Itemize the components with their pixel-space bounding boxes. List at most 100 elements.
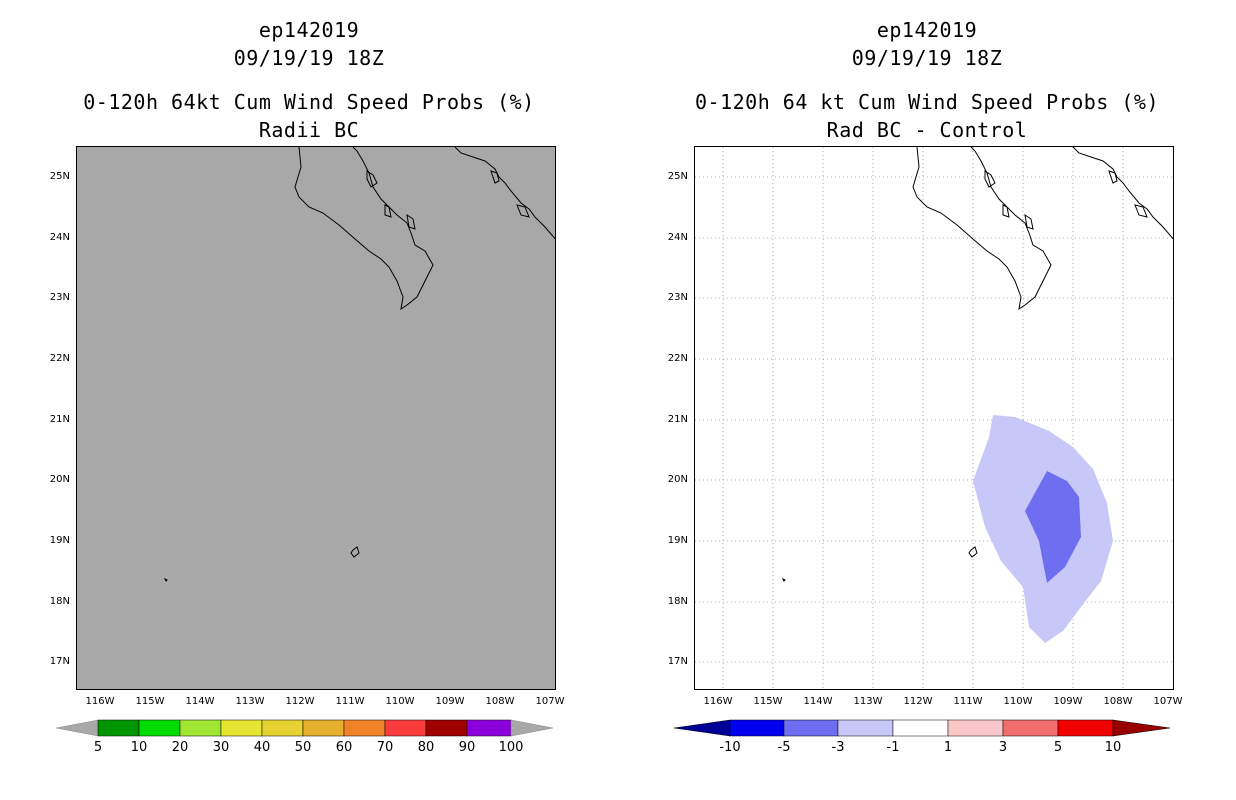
lat-label: 23N [667,292,688,303]
datetime-title: 09/19/19 18Z [233,46,385,70]
colorbar-label: 50 [294,740,312,755]
left-panel: ep142019 09/19/19 18Z 0-120h 64kt Cum Wi… [49,18,565,755]
lon-label: 114W [185,696,215,707]
grid-lines [695,147,1173,689]
lon-label: 108W [485,696,515,707]
clarion-island [781,577,786,582]
colorbar-swatch [425,719,468,737]
colorbar-label: 60 [335,740,353,755]
lat-label: 19N [667,535,688,546]
lat-label: 25N [667,171,688,182]
product-title: 0-120h 64 kt Cum Wind Speed Probs (%) [694,90,1160,114]
right-panel: ep142019 09/19/19 18Z 0-120h 64 kt Cum W… [618,0,1236,800]
lat-label: 20N [667,474,688,485]
lat-label: 20N [49,474,70,485]
subtitle: Rad BC - Control [826,118,1028,142]
lat-label: 21N [49,414,70,425]
colorbar [674,719,1171,737]
lon-label: 110W [1003,696,1033,707]
colorbar-swatch [343,719,386,737]
lon-label: 112W [285,696,315,707]
colorbar-swatch [302,719,345,737]
lon-label: 109W [435,696,465,707]
colorbar-swatch [947,719,1004,737]
colorbar-swatch [179,719,222,737]
colorbar-swatch [261,719,304,737]
lon-label: 115W [753,696,783,707]
colorbar-label: 90 [458,740,476,755]
lon-label: 111W [335,696,365,707]
colorbar-swatch [729,719,785,737]
colorbar-swatch [892,719,949,737]
lon-label: 116W [703,696,733,707]
colorbar-label: -5 [777,740,791,755]
lat-label: 19N [49,535,70,546]
colorbar-swatch [97,719,140,737]
storm-id-title: ep142019 [258,18,360,42]
map-canvas [163,147,555,582]
subtitle: Radii BC [258,118,360,142]
difference-map [694,146,1174,690]
clarion-island [163,577,168,582]
lon-label: 107W [535,696,565,707]
lon-label: 108W [1103,696,1133,707]
colorbar-swatch [1057,719,1114,737]
colorbar-over [1112,719,1171,737]
lon-label: 111W [953,696,983,707]
colorbar-swatch [466,719,512,737]
lat-label: 21N [667,414,688,425]
lon-label: 116W [85,696,115,707]
colorbar-swatch [138,719,181,737]
colorbar-label: 10 [130,740,148,755]
lon-label: 112W [903,696,933,707]
colorbar-over [510,719,554,737]
colorbar-label: 30 [212,740,230,755]
coastline-islands [984,170,1034,230]
colorbar-swatch [384,719,427,737]
colorbar-under [56,719,99,737]
lat-label: 18N [667,596,688,607]
coastline [912,147,1052,311]
lat-label: 22N [49,353,70,364]
datetime-title: 09/19/19 18Z [851,46,1003,70]
mainland-coastline [1072,147,1173,240]
colorbar-swatch [837,719,894,737]
lat-label: 25N [49,171,70,182]
lon-label: 109W [1053,696,1083,707]
colorbar-label: -10 [719,740,741,755]
colorbar-label: 80 [417,740,435,755]
probability-map [76,146,556,690]
lat-label: 24N [49,232,70,243]
difference-contour-dark [1025,471,1081,583]
colorbar-label: 40 [253,740,271,755]
colorbar-label: 70 [376,740,394,755]
colorbar-label: 20 [171,740,189,755]
lat-label: 17N [49,656,70,667]
colorbar-label: 3 [998,740,1008,755]
colorbar-label: 1 [943,740,953,755]
colorbar-swatch [220,719,263,737]
mainland-coastline [454,147,555,240]
coastline [294,147,434,311]
lat-label: 24N [667,232,688,243]
lon-label: 107W [1153,696,1183,707]
lat-label: 23N [49,292,70,303]
lat-label: 17N [667,656,688,667]
lat-label: 22N [667,353,688,364]
socorro-island [350,546,360,558]
product-title: 0-120h 64kt Cum Wind Speed Probs (%) [83,90,535,114]
coastline-islands [366,170,416,230]
lon-label: 115W [135,696,165,707]
mainland-islands [490,170,530,218]
colorbar-label: 10 [1104,740,1122,755]
mainland-islands [1108,170,1148,218]
colorbar-swatch [1002,719,1059,737]
lon-label: 114W [803,696,833,707]
lon-label: 113W [853,696,883,707]
colorbar-label: 100 [498,740,524,755]
colorbar-under [674,719,731,737]
colorbar-label: 5 [93,740,103,755]
lat-label: 18N [49,596,70,607]
lon-label: 110W [385,696,415,707]
map-canvas [695,147,1173,689]
